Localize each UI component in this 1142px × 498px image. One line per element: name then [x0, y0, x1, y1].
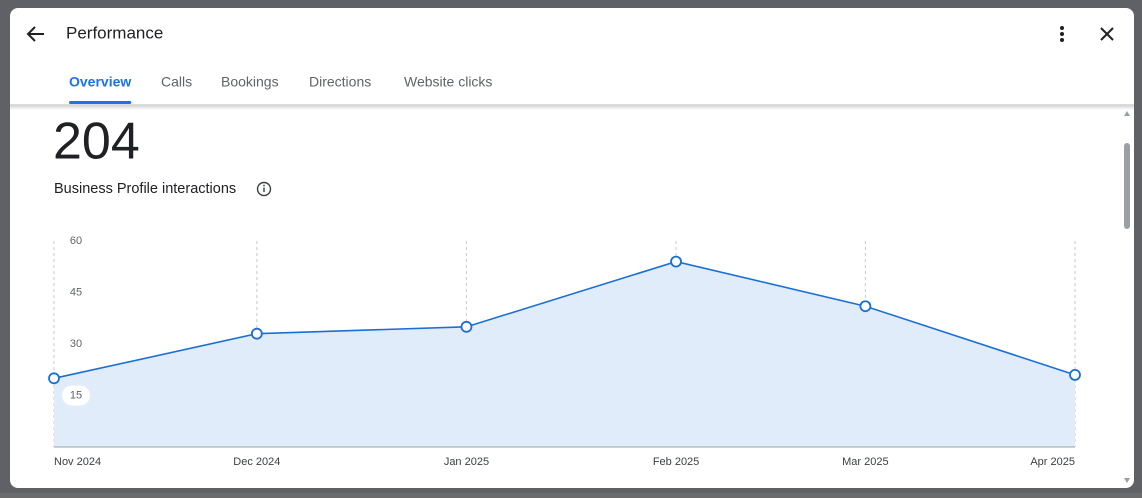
data-point[interactable] [670, 255, 682, 268]
info-button[interactable] [256, 181, 272, 197]
line [53, 260, 1076, 380]
tab[interactable]: Calls [161, 74, 192, 90]
y-tick-label: 60 [70, 235, 82, 247]
data-point[interactable] [48, 372, 60, 385]
scroll-thumb [1124, 143, 1130, 229]
tab-bar: Overview Calls Bookings Directions Website c… [69, 74, 492, 104]
tab[interactable]: Website clicks [404, 74, 492, 90]
divider-shadow [10, 105, 1134, 110]
divider [10, 104, 1134, 105]
total-label: Business Profile interactions [54, 181, 236, 197]
info-icon-bar [263, 187, 265, 192]
x-tick-label: Dec 2024 [233, 456, 280, 468]
close-icon [1100, 27, 1114, 41]
x-tick-label: Nov 2024 [54, 456, 101, 468]
x-tick-label: Feb 2025 [653, 456, 699, 468]
tab[interactable]: Directions [309, 74, 371, 90]
dot [1060, 38, 1064, 42]
area-fill [54, 261, 1075, 447]
y-tick-pill [62, 385, 90, 406]
data-point[interactable] [1069, 368, 1081, 381]
data-point[interactable] [460, 320, 473, 333]
back-icon [26, 26, 44, 42]
data-point[interactable] [250, 327, 263, 340]
data-point[interactable] [859, 300, 872, 313]
y-tick-label: 15 [70, 389, 82, 401]
chart: 15 30 45 60 Nov 2024 Dec 2024 Jan 2025 Feb 2025… [48, 235, 1081, 468]
y-tick-label: 30 [70, 338, 82, 350]
scroll-up [1124, 111, 1130, 116]
x-tick-label: Jan 2025 [444, 456, 489, 468]
info-icon [256, 181, 272, 197]
more-button[interactable] [1060, 26, 1064, 42]
scroll-down [1124, 478, 1130, 483]
dot [1060, 26, 1064, 30]
total-value: 204 [53, 113, 140, 171]
scrollbar[interactable] [1124, 111, 1130, 483]
tab[interactable]: Bookings [221, 74, 279, 90]
dialog-title: Performance [66, 23, 163, 42]
y-tick-label: 45 [70, 286, 82, 298]
dot [1060, 32, 1064, 36]
back-button[interactable] [26, 26, 44, 42]
tab-indicator [69, 101, 132, 104]
info-icon-dot [263, 184, 265, 187]
tab[interactable]: Overview [69, 74, 131, 90]
x-tick-label: Apr 2025 [1030, 456, 1075, 468]
x-tick-label: Mar 2025 [842, 456, 888, 468]
close-button[interactable] [1100, 27, 1114, 41]
